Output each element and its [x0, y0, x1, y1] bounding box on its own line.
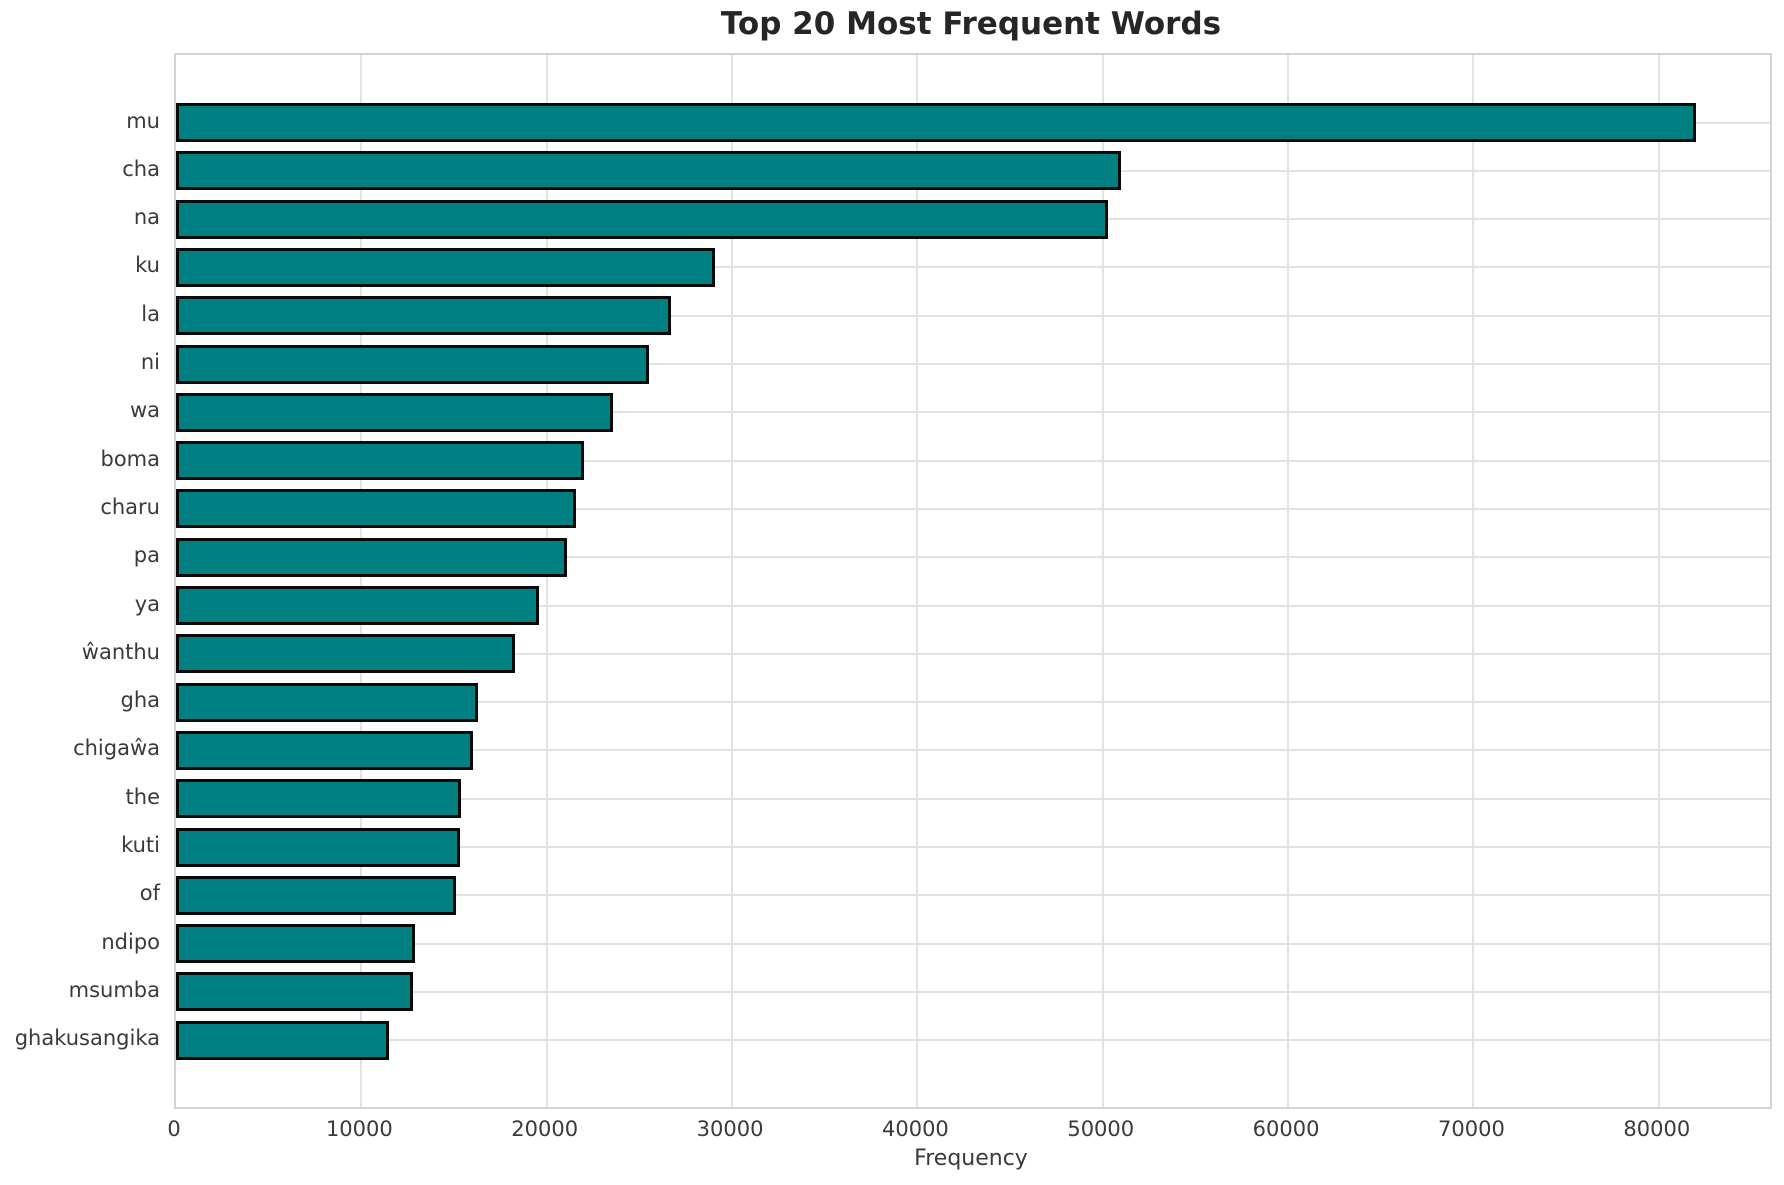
y-tick-label: cha	[122, 156, 160, 181]
chart-title: Top 20 Most Frequent Words	[720, 6, 1222, 42]
bar-of	[176, 875, 456, 915]
bar-wa	[176, 392, 614, 432]
y-tick-label: boma	[100, 446, 160, 471]
bar-boma	[176, 441, 584, 481]
bar-pa	[176, 537, 568, 577]
bar-chigaŵa	[176, 730, 473, 770]
y-tick-label: ku	[135, 253, 160, 278]
y-tick-label: chigaŵa	[73, 736, 160, 761]
y-tick-label: ŵanthu	[81, 639, 160, 664]
gridline-horizontal	[176, 797, 1770, 800]
x-axis-label: Frequency	[914, 1146, 1028, 1171]
x-tick-label: 80000	[1623, 1117, 1691, 1141]
gridline-vertical	[1101, 55, 1104, 1107]
y-tick-label: gha	[120, 688, 160, 713]
bar-ni	[176, 344, 649, 384]
y-tick-label: of	[139, 881, 160, 906]
gridline-horizontal	[176, 363, 1770, 365]
bar-kuti	[176, 827, 460, 867]
bar-the	[176, 779, 462, 819]
bar-ghakusangika	[176, 1020, 390, 1060]
bar-la	[176, 296, 671, 336]
gridline-horizontal	[176, 1039, 1770, 1042]
gridline-horizontal	[176, 942, 1770, 945]
gridline-vertical	[360, 55, 363, 1107]
gridline-vertical	[545, 55, 548, 1107]
x-tick-label: 50000	[1067, 1117, 1135, 1141]
y-tick-label: the	[125, 784, 160, 809]
x-tick-label: 70000	[1438, 1117, 1505, 1141]
y-tick-label: ni	[140, 350, 160, 374]
y-tick-label: charu	[100, 494, 160, 519]
y-tick-label: kuti	[121, 833, 160, 857]
bar-charu	[176, 489, 577, 529]
gridline-horizontal	[176, 266, 1770, 269]
y-tick-label: na	[133, 205, 160, 230]
x-tick-label: 10000	[325, 1117, 393, 1141]
bar-ya	[176, 586, 540, 625]
y-tick-label: ya	[134, 591, 160, 616]
gridline-horizontal	[176, 604, 1770, 607]
y-tick-label: ndipo	[101, 929, 160, 954]
gridline-horizontal	[176, 507, 1770, 510]
gridline-vertical	[916, 55, 919, 1107]
x-tick-label: 0	[167, 1117, 181, 1141]
bar-msumba	[176, 972, 414, 1012]
y-tick-label: ghakusangika	[14, 1026, 160, 1051]
gridline-vertical	[1287, 55, 1290, 1107]
x-tick-label: 60000	[1252, 1117, 1320, 1141]
gridline-horizontal	[176, 556, 1770, 559]
gridline-horizontal	[176, 411, 1770, 414]
gridline-horizontal	[176, 990, 1770, 993]
gridline-horizontal	[176, 846, 1770, 848]
bar-ndipo	[176, 924, 416, 964]
y-tick-label: pa	[133, 543, 160, 568]
gridline-horizontal	[176, 459, 1770, 462]
gridline-vertical	[1472, 55, 1475, 1107]
y-tick-label: wa	[129, 398, 160, 423]
gridline-horizontal	[176, 894, 1770, 897]
gridline-horizontal	[176, 701, 1770, 704]
gridline-vertical	[1657, 55, 1660, 1107]
x-tick-label: 40000	[881, 1117, 949, 1141]
x-tick-label: 30000	[696, 1117, 764, 1141]
plot-area	[174, 53, 1772, 1109]
bar-na	[176, 199, 1109, 239]
gridline-horizontal	[176, 749, 1770, 752]
bar-gha	[176, 682, 479, 722]
bar-ŵanthu	[176, 634, 516, 674]
gridline-horizontal	[176, 652, 1770, 655]
y-tick-label: la	[141, 301, 160, 326]
gridline-horizontal	[176, 314, 1770, 317]
bar-ku	[176, 247, 716, 287]
y-tick-label: mu	[126, 108, 160, 133]
gridline-vertical	[731, 55, 734, 1107]
y-tick-label: msumba	[68, 977, 160, 1002]
bar-mu	[176, 103, 1696, 142]
bar-cha	[176, 151, 1122, 191]
x-tick-label: 20000	[511, 1117, 579, 1141]
